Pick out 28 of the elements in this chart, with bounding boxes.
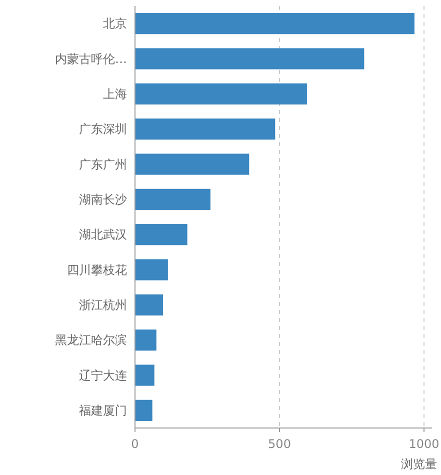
bar: [135, 259, 168, 280]
y-tick-label: 北京: [103, 16, 127, 31]
bar: [135, 188, 210, 210]
y-tick-label: 广东广州: [79, 157, 127, 172]
bar: [135, 118, 276, 140]
bar: [135, 83, 307, 104]
bar: [135, 400, 152, 421]
x-tick-label: 0: [131, 437, 139, 451]
bar: [135, 364, 154, 386]
y-tick-label: 湖北武汉: [79, 228, 127, 242]
y-tick-label: 广东深圳: [79, 122, 127, 136]
bar: [135, 154, 250, 175]
bar: [135, 224, 188, 246]
x-axis-title: 浏览量: [401, 457, 437, 471]
x-tick-label: 500: [268, 437, 291, 451]
y-tick-label: 福建厦门: [79, 403, 127, 418]
y-tick-label: 上海: [103, 86, 127, 101]
y-tick-label: 四川攀枝花: [67, 262, 127, 277]
bar: [135, 13, 414, 34]
bar: [135, 294, 164, 316]
y-tick-label: 黑龙江哈尔滨: [55, 333, 127, 348]
y-tick-label: 内蒙古呼伦…: [55, 52, 127, 66]
y-tick-label: 浙江杭州: [79, 298, 127, 312]
bar: [135, 48, 364, 70]
x-tick-label: 1000: [408, 437, 440, 451]
y-tick-label: 辽宁大连: [79, 368, 127, 382]
y-tick-label: 湖南长沙: [79, 192, 127, 206]
bar: [135, 330, 156, 351]
